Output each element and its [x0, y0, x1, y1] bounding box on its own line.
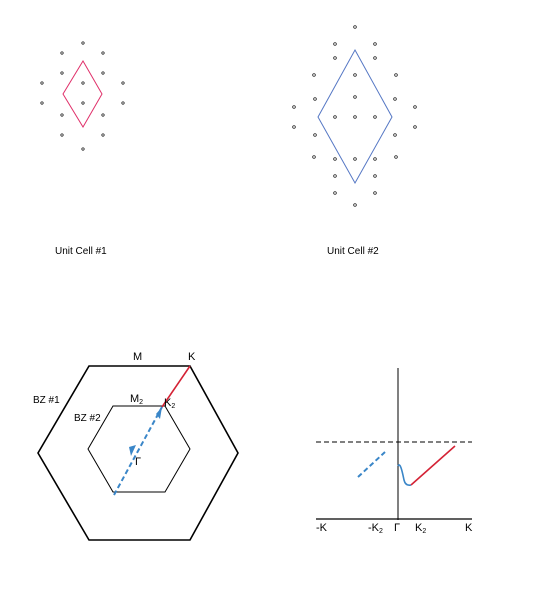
lattice-dot: [373, 157, 377, 161]
lattice-dot: [333, 115, 337, 119]
lattice-dot: [60, 133, 64, 137]
tick-label-k2: K2: [415, 522, 427, 536]
bz1-label: BZ #1: [33, 395, 60, 406]
unit-cell-1-rhombus: [62, 60, 103, 128]
lattice-dot: [393, 133, 397, 137]
lattice-dot: [313, 133, 317, 137]
gamma-k2-blue-dashed-path: [113, 406, 163, 496]
unit-cell-2-lattice-dots: [292, 25, 417, 207]
lattice-dot: [312, 73, 316, 77]
unit-cell-2-rhombus: [317, 48, 393, 185]
tick-label-k: K: [465, 522, 473, 534]
lattice-dot: [373, 56, 377, 60]
lattice-dot: [353, 25, 357, 29]
lattice-dot: [353, 95, 357, 99]
tick-label-neg-k: -K: [316, 522, 327, 534]
lattice-dot: [373, 191, 377, 195]
k2-point-label: K2: [164, 397, 176, 411]
lattice-dot: [333, 42, 337, 46]
lattice-dot: [373, 42, 377, 46]
lattice-dot: [333, 157, 337, 161]
lattice-dot: [101, 133, 105, 137]
bz2-label: BZ #2: [74, 413, 101, 424]
lattice-dot: [373, 174, 377, 178]
lattice-dot: [333, 56, 337, 60]
unit-cell-1-lattice-dots: [40, 41, 125, 151]
lattice-dot: [101, 51, 105, 55]
gamma-arrowhead: [129, 445, 136, 456]
gamma-k-red-path: [161, 365, 191, 408]
lattice-dot: [60, 113, 64, 117]
lattice-dot: [81, 101, 85, 105]
lattice-dot: [413, 105, 417, 109]
lattice-dot: [353, 115, 357, 119]
unit-cell-2-caption: Unit Cell #2: [327, 246, 379, 257]
lattice-dot: [121, 81, 125, 85]
lattice-dot: [60, 51, 64, 55]
lattice-dot: [101, 113, 105, 117]
tick-label-neg-k2: -K2: [368, 522, 383, 536]
lattice-dot: [292, 105, 296, 109]
lattice-dot: [333, 191, 337, 195]
gamma-point-label: Γ: [135, 456, 142, 468]
lattice-dot: [101, 71, 105, 75]
lattice-dot: [353, 157, 357, 161]
lattice-dot: [313, 97, 317, 101]
band-blue-curve: [397, 464, 412, 487]
m-point-label: M: [133, 351, 143, 363]
lattice-dot: [333, 174, 337, 178]
lattice-dot: [413, 125, 417, 129]
bz2-hexagon: [87, 405, 191, 493]
lattice-dot: [373, 115, 377, 119]
lattice-dot: [353, 203, 357, 207]
lattice-dot: [353, 73, 357, 77]
folded-band-blue-dashed: [357, 451, 386, 478]
lattice-dot: [394, 155, 398, 159]
lattice-dot: [81, 81, 85, 85]
band-red-line: [410, 445, 456, 486]
lattice-dot: [81, 41, 85, 45]
k-point-label: K: [188, 351, 196, 363]
lattice-dot: [394, 73, 398, 77]
lattice-dot: [393, 97, 397, 101]
unit-cell-1-caption: Unit Cell #1: [55, 246, 107, 257]
lattice-dot: [292, 125, 296, 129]
tick-label-gamma: Γ: [394, 522, 401, 534]
lattice-dot: [60, 71, 64, 75]
lattice-dot: [40, 81, 44, 85]
m2-point-label: M2: [130, 393, 144, 407]
lattice-dot: [40, 101, 44, 105]
lattice-dot: [121, 101, 125, 105]
lattice-dot: [81, 147, 85, 151]
k2-arrowhead: [156, 407, 162, 419]
lattice-dot: [312, 155, 316, 159]
